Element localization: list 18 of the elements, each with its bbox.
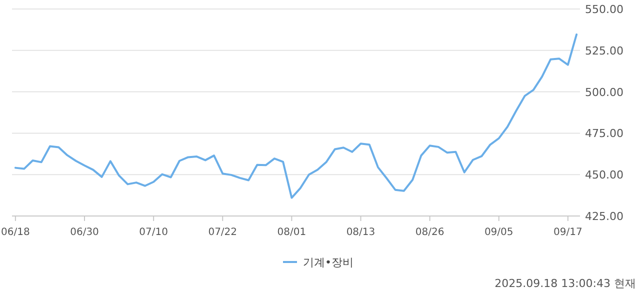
x-tick-label: 08/01 [277, 227, 306, 238]
legend-label: 기계•장비 [303, 256, 354, 269]
x-tick-label: 07/10 [139, 227, 168, 238]
y-tick-label: 525.00 [585, 44, 624, 58]
x-tick-label: 08/13 [346, 227, 376, 238]
y-tick-label: 450.00 [585, 168, 624, 182]
x-tick-label: 08/26 [415, 227, 444, 238]
y-tick-label: 475.00 [585, 127, 624, 140]
x-tick-label: 09/17 [554, 227, 582, 238]
text: 2025.09.18 13:00:43 현재 [494, 277, 636, 290]
x-tick-label: 07/22 [208, 227, 238, 238]
y-tick-label: 550.00 [585, 3, 624, 16]
x-tick-label: 06/18 [1, 227, 30, 238]
line-series [14, 34, 578, 199]
y-tick-label: 500.00 [585, 86, 624, 99]
x-tick-label: 09/05 [484, 227, 514, 238]
y-tick-label: 425.00 [585, 210, 624, 223]
x-tick-label: 06/30 [70, 227, 99, 238]
